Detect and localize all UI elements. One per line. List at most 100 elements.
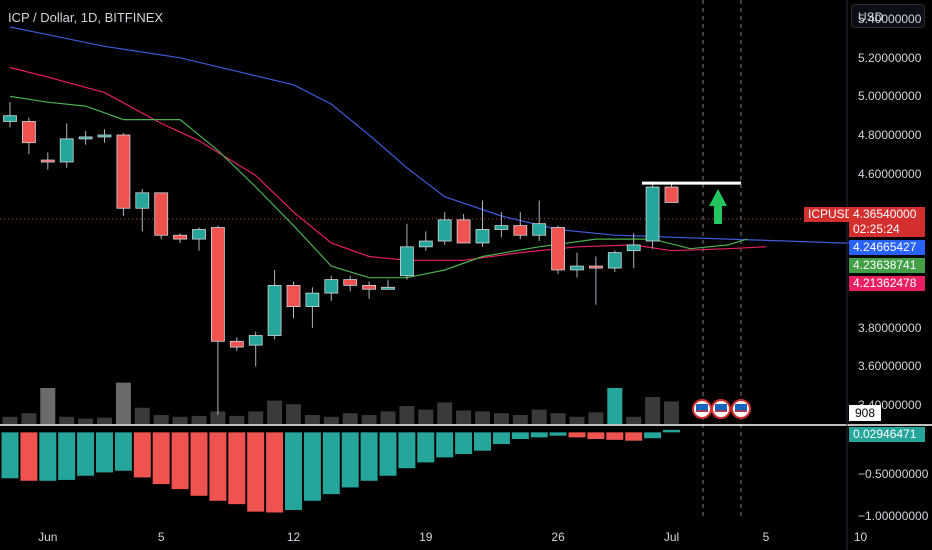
currency-selector[interactable]: USD [851,4,925,28]
candle-body [154,192,169,236]
oscillator-bar [133,432,151,478]
last-price-tag: 4.36540000 [849,207,925,222]
ma-red-line [9,66,767,261]
oscillator-bar [58,432,76,480]
volume-bar [286,404,301,424]
countdown-tag: 02:25:24 [849,222,925,237]
candle-body [532,223,547,236]
volume-tag: 908 [849,405,881,421]
candle-body [475,229,490,244]
oscillator-tick-label: −0.50000000 [858,467,929,482]
flag-stripe [735,404,747,412]
volume-bar [361,415,377,424]
candle-body [21,121,36,144]
volume-bar [153,415,169,424]
volume-bar [97,417,112,424]
candle-body [3,115,17,122]
oscillator-bar [190,432,208,496]
candle-body [267,284,282,336]
price-tick-label: 4.60000000 [858,166,922,181]
candle-body [513,225,528,236]
time-tick-label: 26 [551,530,565,544]
candle-body [135,192,150,209]
volume-bar [399,406,415,424]
volume-bar [172,416,188,424]
oscillator-bar [341,432,359,488]
oscillator-bar [587,432,605,440]
oscillator-bar [663,429,680,433]
oscillator-bar [114,432,132,471]
oscillator-bar [379,432,397,476]
oscillator-bar [209,432,227,501]
volume-bar [229,415,245,424]
candle-body [210,227,225,342]
candle-body [343,279,358,286]
oscillator-bar [644,432,662,439]
candle-body [324,279,339,294]
candle-body [418,240,433,248]
volume-bar [493,413,509,424]
ma-blue-tag: 4.24665427 [849,240,925,255]
candle-body [59,138,74,163]
oscillator-bar [360,432,378,481]
oscillator-bar [625,432,643,441]
candle-body [116,134,131,209]
time-tick-label: 19 [419,530,433,544]
volume-bar [626,416,642,424]
oscillator-bar [77,432,95,476]
oscillator-bar [171,432,189,490]
candle-body [381,286,395,290]
volume-bar [380,411,396,424]
oscillator-bar [398,432,416,469]
candle-body [305,292,320,307]
candle-body [551,227,565,271]
candle-body [626,244,641,252]
candle-body [570,265,584,271]
candle-body [437,219,452,242]
volume-bar [569,416,585,424]
oscillator-bar [455,432,473,455]
candle-body [494,225,509,230]
candle-body [78,136,93,140]
price-tick-label: 5.00000000 [858,89,922,104]
candle-body [362,284,377,290]
volume-bar [267,400,283,424]
candle-body [456,219,471,244]
candle-body [607,252,622,269]
volume-bar [342,413,358,424]
price-tick-label: 3.80000000 [858,320,922,335]
candle-body [229,340,244,348]
oscillator-tag: 0.02946471 [849,427,925,442]
chart-title: ICP / Dollar, 1D, BITFINEX [8,10,164,25]
oscillator-bar [1,432,19,479]
oscillator-bar [322,432,340,495]
candle-body [664,186,679,203]
volume-bar [418,409,434,424]
oscillator-bar [96,432,113,473]
oscillator-bar [530,432,548,438]
oscillator-bar [20,432,38,481]
oscillator-bar [417,432,435,463]
candle-body [589,265,603,269]
candle-body [645,186,660,242]
volume-bar [134,407,150,424]
volume-bar [531,409,547,424]
volume-bar [115,382,131,424]
candle-body [40,159,55,163]
volume-bar [21,413,37,424]
flag-stripe [696,404,708,412]
volume-bar [456,410,472,424]
candle-body [97,134,112,138]
up-arrow-icon [709,189,727,224]
time-tick-label: 12 [286,530,301,544]
oscillator-tick-label: −1.00000000 [858,508,929,523]
volume-bar [607,388,623,424]
time-tick-label: Jun [38,530,58,544]
symbol-tag: ICPUSD [804,207,853,222]
volume-bar [664,401,679,424]
oscillator-bar [568,432,586,438]
oscillator-bar [511,432,529,440]
price-tick-label: 3.60000000 [858,359,922,374]
time-tick-label: 5 [762,530,770,544]
